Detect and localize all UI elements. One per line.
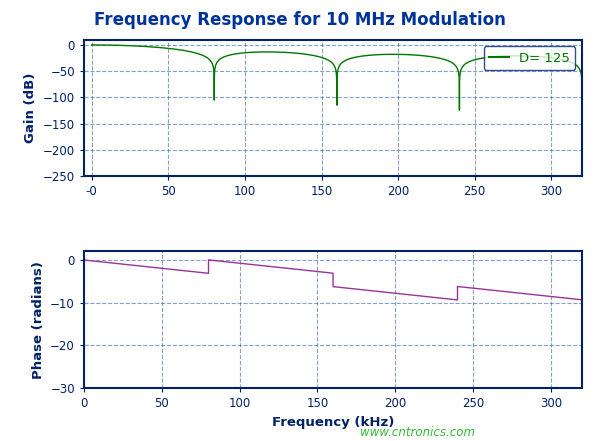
Text: www.cntronics.com: www.cntronics.com	[360, 426, 475, 439]
X-axis label: Frequency (kHz): Frequency (kHz)	[272, 416, 394, 429]
Y-axis label: Phase (radians): Phase (radians)	[32, 261, 44, 379]
Legend: D= 125: D= 125	[484, 46, 575, 70]
Text: Frequency Response for 10 MHz Modulation: Frequency Response for 10 MHz Modulation	[94, 11, 506, 29]
Y-axis label: Gain (dB): Gain (dB)	[24, 73, 37, 143]
